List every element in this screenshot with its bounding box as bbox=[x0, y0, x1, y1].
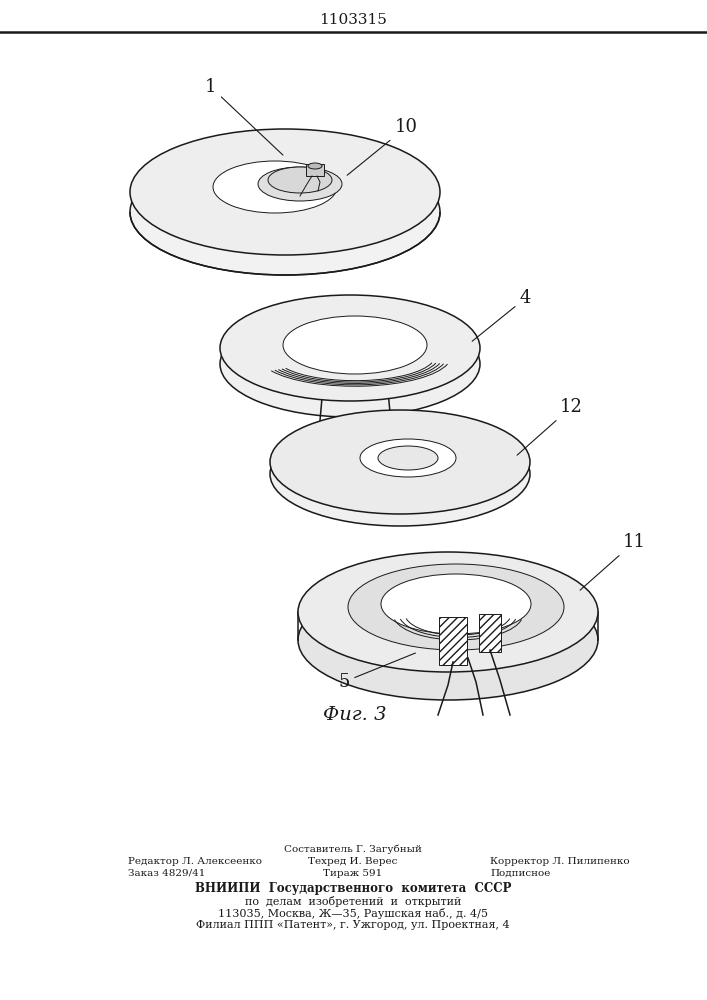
Text: Тираж 591: Тираж 591 bbox=[323, 869, 382, 878]
Text: Подписное: Подписное bbox=[490, 869, 550, 878]
Text: 12: 12 bbox=[517, 398, 583, 455]
Ellipse shape bbox=[298, 580, 598, 700]
Text: Составитель Г. Загубный: Составитель Г. Загубный bbox=[284, 845, 422, 854]
Ellipse shape bbox=[270, 410, 530, 514]
Text: Редактор Л. Алексеенко: Редактор Л. Алексеенко bbox=[128, 857, 262, 866]
Ellipse shape bbox=[220, 311, 480, 417]
Ellipse shape bbox=[378, 446, 438, 470]
Text: 10: 10 bbox=[347, 118, 418, 175]
Text: 5: 5 bbox=[338, 653, 416, 691]
Bar bbox=[479, 614, 501, 652]
Ellipse shape bbox=[220, 295, 480, 401]
Text: 4: 4 bbox=[472, 289, 532, 341]
Ellipse shape bbox=[283, 316, 427, 374]
Text: Заказ 4829/41: Заказ 4829/41 bbox=[128, 869, 205, 878]
Bar bbox=[306, 164, 324, 176]
Text: 1103315: 1103315 bbox=[319, 13, 387, 27]
Ellipse shape bbox=[258, 167, 342, 201]
Text: 1: 1 bbox=[205, 78, 283, 155]
Ellipse shape bbox=[268, 167, 332, 193]
Text: Техред И. Верес: Техред И. Верес bbox=[308, 857, 397, 866]
Text: 11: 11 bbox=[580, 533, 646, 590]
Ellipse shape bbox=[130, 149, 440, 275]
Ellipse shape bbox=[308, 163, 322, 169]
Ellipse shape bbox=[298, 552, 598, 672]
Text: Корректор Л. Пилипенко: Корректор Л. Пилипенко bbox=[490, 857, 630, 866]
Text: Филиал ППП «Патент», г. Ужгород, ул. Проектная, 4: Филиал ППП «Патент», г. Ужгород, ул. Про… bbox=[196, 920, 510, 930]
Ellipse shape bbox=[381, 574, 531, 634]
Text: по  делам  изобретений  и  открытий: по делам изобретений и открытий bbox=[245, 896, 461, 907]
Text: ВНИИПИ  Государственного  комитета  СССР: ВНИИПИ Государственного комитета СССР bbox=[195, 882, 511, 895]
Ellipse shape bbox=[360, 439, 456, 477]
Text: Фиг. 3: Фиг. 3 bbox=[323, 706, 387, 724]
Text: 113035, Москва, Ж—35, Раушская наб., д. 4/5: 113035, Москва, Ж—35, Раушская наб., д. … bbox=[218, 908, 488, 919]
Ellipse shape bbox=[130, 129, 440, 255]
Ellipse shape bbox=[213, 161, 337, 213]
Ellipse shape bbox=[348, 564, 564, 650]
Bar bbox=[439, 617, 467, 665]
Ellipse shape bbox=[270, 422, 530, 526]
